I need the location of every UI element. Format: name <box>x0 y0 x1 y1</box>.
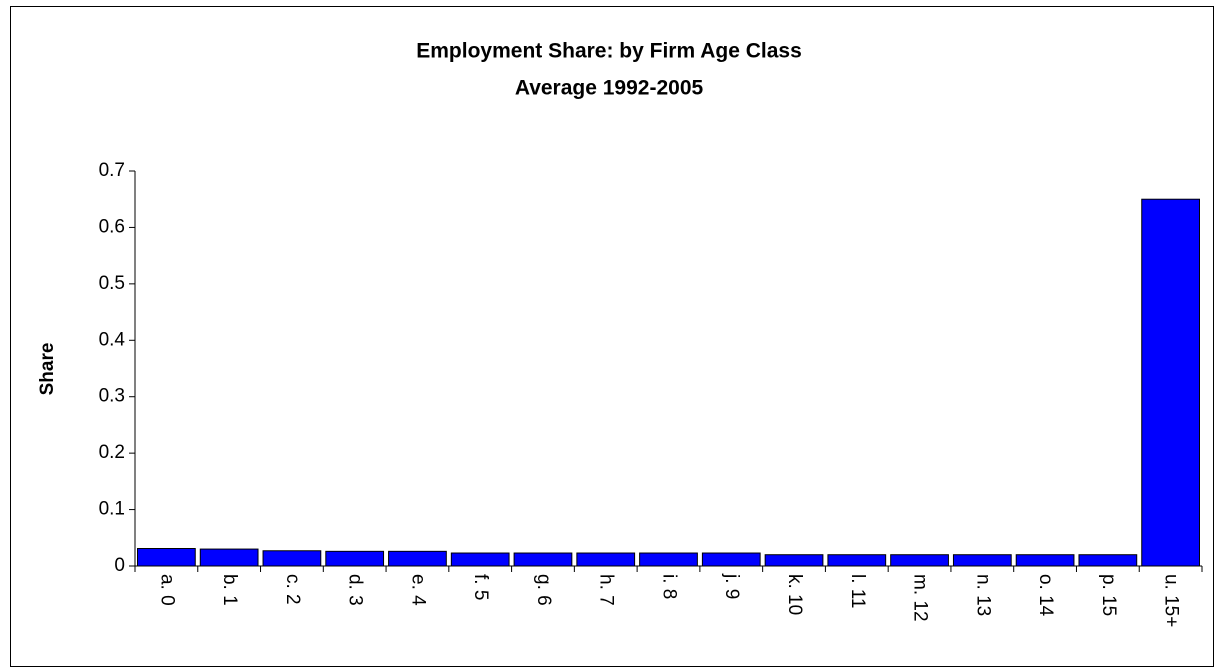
x-tick-label: g. 6 <box>533 574 554 606</box>
x-tick-label: e. 4 <box>407 574 428 606</box>
x-tick-label: k. 10 <box>784 574 805 615</box>
y-tick-label: 0.3 <box>99 386 125 407</box>
chart-title: Employment Share: by Firm Age Class <box>416 40 802 63</box>
x-tick-label: a. 0 <box>156 574 177 606</box>
y-tick-label: 0.7 <box>99 160 125 181</box>
bar <box>701 552 761 567</box>
x-tick-label: i. 8 <box>658 574 679 599</box>
x-tick-label: j. 9 <box>721 573 742 599</box>
x-tick-label: m. 12 <box>910 574 931 622</box>
bar <box>764 554 824 567</box>
bar <box>450 552 510 567</box>
bar <box>199 548 259 567</box>
y-tick-label: 0.5 <box>99 273 125 294</box>
x-tick-label: u. 15+ <box>1161 574 1182 627</box>
y-tick-label: 0 <box>114 555 125 576</box>
x-tick-label: n. 13 <box>972 574 993 616</box>
bar <box>137 548 196 567</box>
x-tick-label: o. 14 <box>1035 574 1056 617</box>
y-tick-label: 0.6 <box>99 216 125 237</box>
x-tick-label: l. 11 <box>847 574 868 609</box>
bar <box>952 554 1012 567</box>
bar <box>388 550 447 567</box>
bar <box>576 552 636 567</box>
y-tick-label: 0.4 <box>99 329 126 350</box>
bar <box>1141 198 1200 567</box>
y-tick-label: 0.1 <box>99 499 125 520</box>
bar <box>513 552 573 567</box>
x-tick-label: p. 15 <box>1098 574 1119 616</box>
chart-frame <box>10 6 1214 667</box>
x-tick-label: h. 7 <box>596 574 617 606</box>
bar <box>639 552 698 567</box>
bar <box>890 554 949 567</box>
bar <box>1078 554 1138 567</box>
x-tick-label: f. 5 <box>470 574 491 600</box>
x-tick-label: d. 3 <box>345 574 366 606</box>
chart-subtitle: Average 1992-2005 <box>515 77 704 100</box>
x-tick-label: b. 1 <box>219 574 240 606</box>
x-tick-label: c. 2 <box>282 574 303 605</box>
y-tick-label: 0.2 <box>99 442 125 463</box>
bar <box>1015 554 1075 567</box>
bar <box>325 550 385 567</box>
y-axis-title: Share <box>37 343 58 396</box>
bar <box>827 554 887 567</box>
bar <box>262 550 322 567</box>
